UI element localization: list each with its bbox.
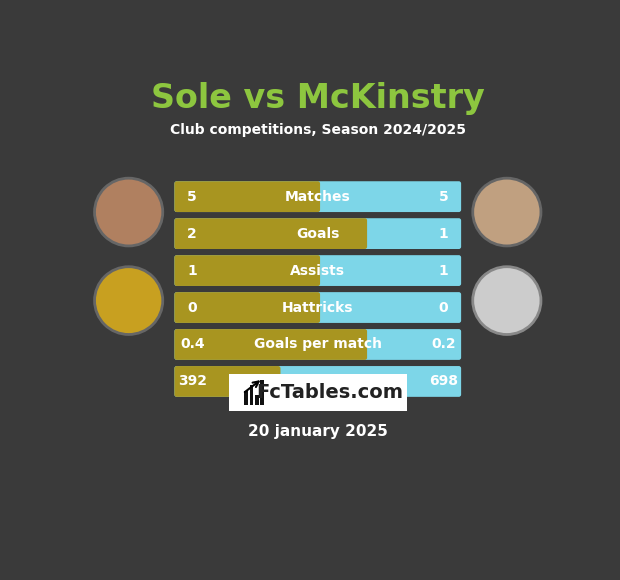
FancyBboxPatch shape — [174, 329, 367, 360]
Bar — [249, 385, 254, 405]
FancyBboxPatch shape — [174, 329, 461, 360]
FancyBboxPatch shape — [174, 366, 280, 397]
FancyBboxPatch shape — [174, 181, 461, 212]
Circle shape — [472, 178, 541, 246]
Text: 5: 5 — [438, 190, 448, 204]
FancyBboxPatch shape — [174, 255, 320, 286]
Text: Min per goal: Min per goal — [269, 375, 366, 389]
Text: Hattricks: Hattricks — [282, 300, 353, 314]
Text: 20 january 2025: 20 january 2025 — [248, 424, 388, 439]
Text: 0: 0 — [438, 300, 448, 314]
Text: Club competitions, Season 2024/2025: Club competitions, Season 2024/2025 — [170, 122, 466, 137]
FancyBboxPatch shape — [174, 218, 367, 249]
FancyBboxPatch shape — [174, 218, 461, 249]
Circle shape — [95, 178, 162, 246]
Text: Matches: Matches — [285, 190, 351, 204]
Text: Goals: Goals — [296, 227, 339, 241]
FancyBboxPatch shape — [174, 181, 320, 212]
Bar — [255, 396, 259, 405]
Circle shape — [95, 267, 162, 335]
Text: 1: 1 — [438, 263, 448, 278]
Text: Goals per match: Goals per match — [254, 338, 382, 351]
Text: 0: 0 — [187, 300, 197, 314]
Bar — [244, 391, 248, 405]
Text: 0.4: 0.4 — [180, 338, 205, 351]
Text: 392: 392 — [178, 375, 206, 389]
Text: 1: 1 — [438, 227, 448, 241]
Text: Sole vs McKinstry: Sole vs McKinstry — [151, 82, 485, 115]
Text: 2: 2 — [187, 227, 197, 241]
FancyBboxPatch shape — [174, 255, 461, 286]
FancyBboxPatch shape — [174, 292, 461, 323]
Text: 0.2: 0.2 — [431, 338, 456, 351]
Circle shape — [472, 267, 541, 335]
Text: 1: 1 — [187, 263, 197, 278]
Text: 698: 698 — [429, 375, 458, 389]
Bar — [260, 380, 264, 405]
Text: 5: 5 — [187, 190, 197, 204]
Text: Assists: Assists — [290, 263, 345, 278]
Bar — [229, 374, 407, 411]
Text: FcTables.com: FcTables.com — [256, 383, 403, 402]
FancyBboxPatch shape — [174, 292, 320, 323]
FancyBboxPatch shape — [174, 366, 461, 397]
